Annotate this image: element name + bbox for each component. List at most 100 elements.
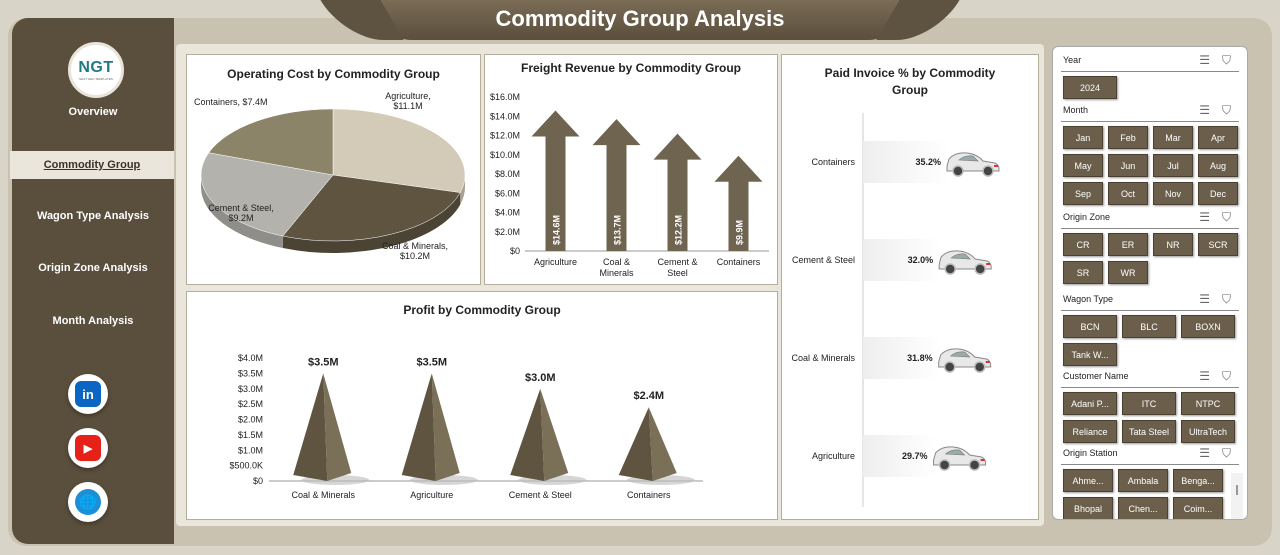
freight-ytick: $12.0M (490, 131, 520, 141)
nav-commodity-group[interactable]: Commodity Group (10, 151, 174, 179)
slicer-item-month[interactable]: Jan (1063, 126, 1103, 149)
slicer-item-month[interactable]: Sep (1063, 182, 1103, 205)
slicer-item-origin-station[interactable]: Chen... (1118, 497, 1168, 519)
pie-label-containers: Containers, $7.4M (194, 97, 268, 107)
slicer-label-customer-name: Customer Name (1063, 371, 1129, 381)
slicer-item-origin-station[interactable]: Ahme... (1063, 469, 1113, 492)
freight-ytick: $2.0M (495, 227, 520, 237)
multi-select-icon[interactable]: ☰ (1199, 369, 1222, 383)
multi-select-icon[interactable]: ☰ (1199, 53, 1222, 67)
slicer-label-year: Year (1063, 55, 1082, 65)
car-icon (938, 250, 992, 275)
profit-chart: $0 $500.0K $1.0M $1.5M $2.0M $2.5M $3.0M $3.5M $… (229, 353, 703, 500)
pie-side-cement-steel (201, 175, 283, 249)
slicer-item-month[interactable]: Jul (1153, 154, 1193, 177)
slicer-item-month[interactable]: Nov (1153, 182, 1193, 205)
sidebar: NGT NEXT GEN TEMPLATES Overview Commodit… (10, 18, 174, 544)
freight-xtick: Containers (717, 257, 761, 267)
car-window (949, 351, 971, 358)
slicer-icons-customer-name: ☰⛉ (1199, 369, 1231, 384)
freight-xtick: Agriculture (534, 257, 577, 267)
slicer-label-wagon-type: Wagon Type (1063, 294, 1114, 304)
nav-origin-zone-analysis[interactable]: Origin Zone Analysis (38, 262, 148, 274)
slicer-item-customer-name[interactable]: Reliance (1063, 420, 1117, 443)
clear-filter-icon[interactable]: ⛉ (1221, 210, 1231, 224)
paid-invoice-bar-agriculture (863, 435, 936, 477)
slicer-item-wagon-type[interactable]: BLC (1122, 315, 1176, 338)
profit-ytick: $2.5M (238, 399, 263, 409)
slicer-item-origin-zone[interactable]: CR (1063, 233, 1103, 256)
slicer-item-year[interactable]: 2024 (1063, 76, 1117, 99)
slicer-item-origin-station[interactable]: Ambala (1118, 469, 1168, 492)
pie-slice-agriculture (332, 108, 466, 193)
slicer-item-origin-station[interactable]: Coim... (1173, 497, 1223, 519)
nav-month-analysis[interactable]: Month Analysis (52, 315, 134, 327)
car-wheel (968, 459, 981, 471)
slicer-item-customer-name[interactable]: NTPC (1181, 392, 1235, 415)
slicer-item-customer-name[interactable]: UltraTech (1181, 420, 1235, 443)
multi-select-icon[interactable]: ☰ (1199, 210, 1222, 224)
slicer-item-wagon-type[interactable]: BOXN (1181, 315, 1235, 338)
slicer-item-customer-name[interactable]: Adani P... (1063, 392, 1117, 415)
profit-bar-coal-minerals (293, 373, 328, 481)
slicer-item-month[interactable]: Mar (1153, 126, 1193, 149)
linkedin-button[interactable]: in (68, 374, 108, 414)
slicer-item-origin-station[interactable]: Benga... (1173, 469, 1223, 492)
slicer-item-wagon-type[interactable]: Tank W... (1063, 343, 1117, 366)
slicer-item-customer-name[interactable]: ITC (1122, 392, 1176, 415)
profit-panel: Profit by Commodity Group $0 $500.0K $1.0M… (186, 291, 778, 520)
car-wheel (943, 361, 956, 373)
pie-slice-cement-steel (200, 152, 334, 237)
freight-bar-coal-minerals (592, 119, 641, 251)
slicer-item-month[interactable]: Jun (1108, 154, 1148, 177)
car-wheel (938, 459, 951, 471)
slicer-item-month[interactable]: Aug (1198, 154, 1238, 177)
slicer-item-origin-zone[interactable]: ER (1108, 233, 1148, 256)
title-banner: Commodity Group Analysis (372, 0, 908, 40)
slicer-item-month[interactable]: Feb (1108, 126, 1148, 149)
car-window (958, 155, 979, 162)
clear-filter-icon[interactable]: ⛉ (1221, 446, 1231, 460)
slicer-divider (1061, 71, 1239, 72)
freight-revenue-panel: Freight Revenue by Commodity Group $0 $2.… (484, 54, 778, 285)
slicer-icons-origin-zone: ☰⛉ (1199, 210, 1231, 225)
slicer-item-origin-station[interactable]: Bhopal (1063, 497, 1113, 519)
slicer-item-month[interactable]: Apr (1198, 126, 1238, 149)
car-icon (938, 348, 992, 373)
paid-invoice-data-label: 35.2% (915, 157, 941, 167)
multi-select-icon[interactable]: ☰ (1199, 446, 1222, 460)
slicer-item-month[interactable]: Oct (1108, 182, 1148, 205)
profit-ytick: $2.0M (238, 415, 263, 425)
multi-select-icon[interactable]: ☰ (1199, 292, 1222, 306)
slicer-item-origin-zone[interactable]: SCR (1198, 233, 1238, 256)
website-button[interactable]: 🌐 (68, 482, 108, 522)
slicer-item-origin-zone[interactable]: WR (1108, 261, 1148, 284)
car-window (950, 253, 971, 260)
car-light (986, 263, 991, 265)
profit-bar-cement-steel (510, 388, 545, 481)
nav-wagon-type-analysis[interactable]: Wagon Type Analysis (36, 210, 150, 222)
paid-invoice-chart: Containers 35.2% Cement & Steel 32.0% Coal &… (791, 113, 1000, 507)
clear-filter-icon[interactable]: ⛉ (1221, 103, 1231, 117)
slicer-item-origin-zone[interactable]: NR (1153, 233, 1193, 256)
slicer-scrollbar[interactable] (1231, 473, 1243, 519)
slicer-item-month[interactable]: Dec (1198, 182, 1238, 205)
paid-invoice-category: Agriculture (812, 451, 855, 461)
clear-filter-icon[interactable]: ⛉ (1221, 53, 1231, 67)
freight-ytick: $16.0M (490, 92, 520, 102)
paid-invoice-title-line2: Group (892, 83, 928, 97)
slicer-item-customer-name[interactable]: Tata Steel (1122, 420, 1176, 443)
youtube-button[interactable]: ▶ (68, 428, 108, 468)
multi-select-icon[interactable]: ☰ (1199, 103, 1222, 117)
clear-filter-icon[interactable]: ⛉ (1221, 292, 1231, 306)
nav-overview[interactable]: Overview (68, 106, 118, 118)
car-light (994, 165, 998, 167)
clear-filter-icon[interactable]: ⛉ (1221, 369, 1231, 383)
profit-xtick: Containers (627, 490, 671, 500)
freight-data-label: $13.7M (613, 215, 623, 245)
slicer-item-origin-zone[interactable]: SR (1063, 261, 1103, 284)
car-wheel (952, 165, 964, 177)
slicer-item-month[interactable]: May (1063, 154, 1103, 177)
operating-cost-chart (200, 108, 466, 253)
slicer-item-wagon-type[interactable]: BCN (1063, 315, 1117, 338)
